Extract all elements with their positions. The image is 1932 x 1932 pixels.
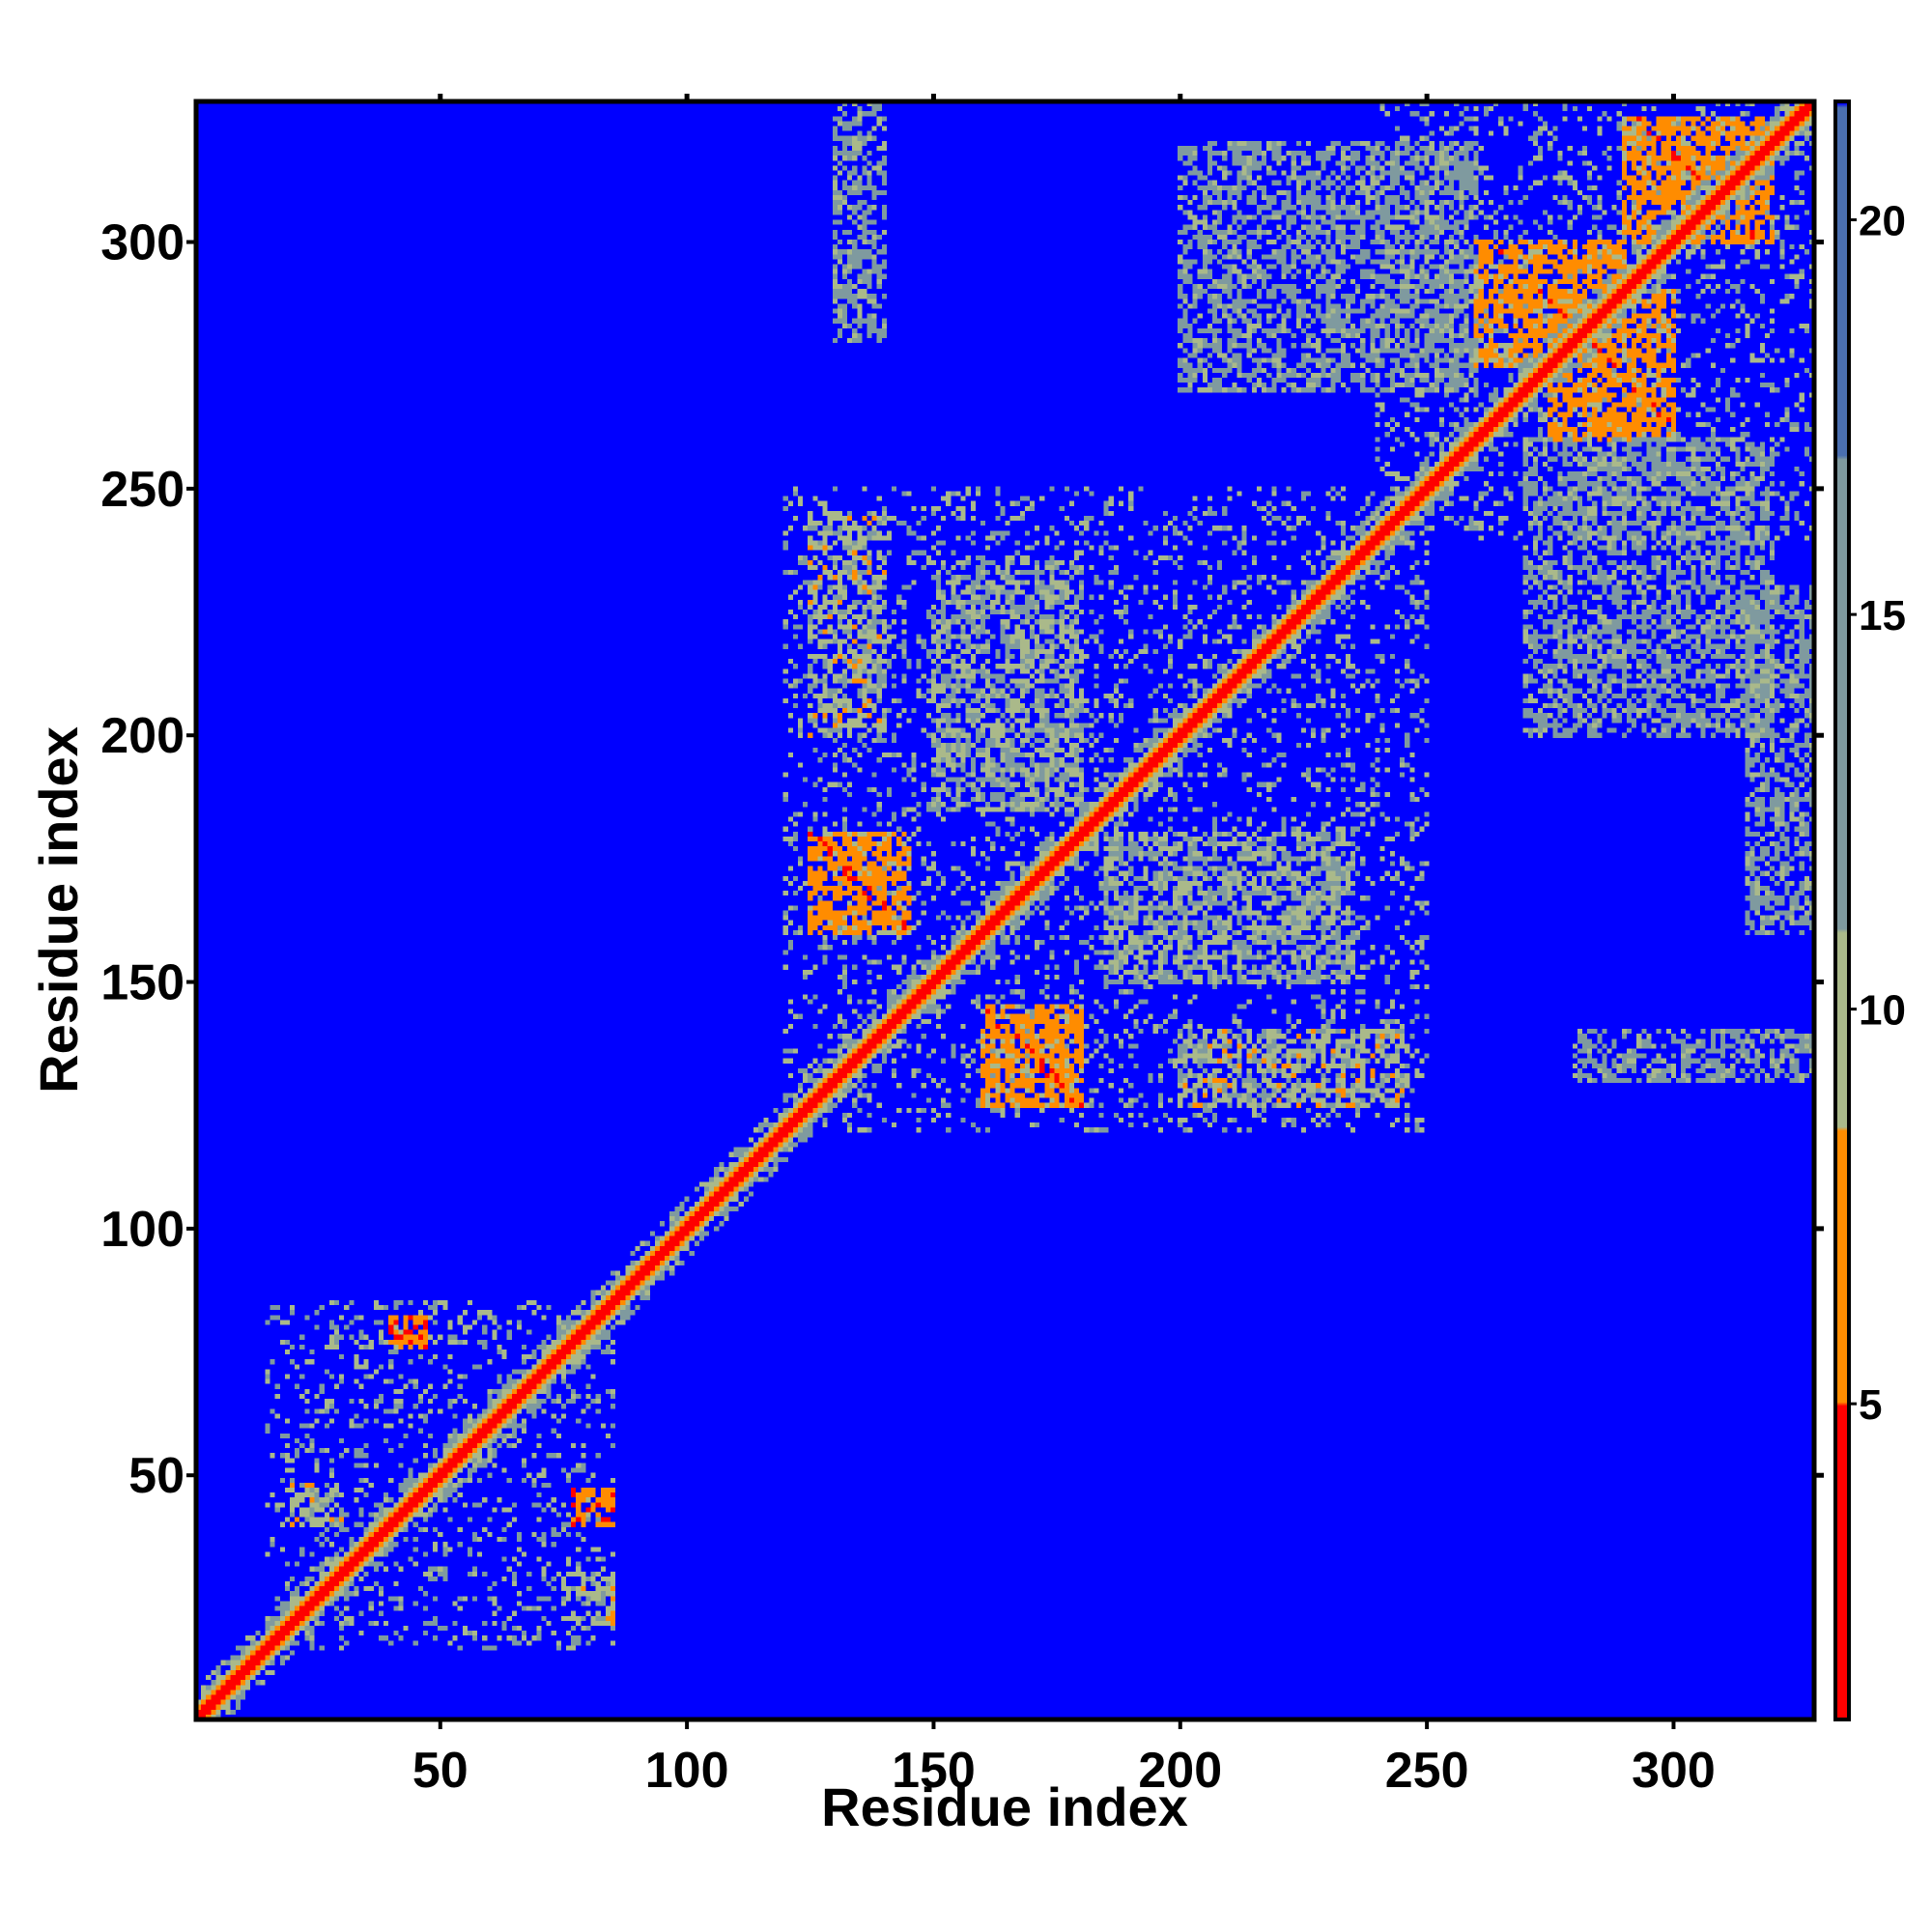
colorbar-tick-label: 20 <box>1859 198 1906 245</box>
colorbar-tick-label: 5 <box>1859 1381 1882 1429</box>
x-tick-label: 50 <box>412 1743 469 1799</box>
colorbar-tick-label: 15 <box>1859 592 1906 639</box>
x-tick-label: 300 <box>1632 1743 1716 1799</box>
colorbar-ticks: 5 10 15 20 <box>1849 198 1906 1429</box>
plot-frame <box>193 99 1817 1722</box>
colorbar-frame <box>1833 99 1851 1721</box>
y-tick-label: 100 <box>100 1202 185 1258</box>
x-tick-label: 150 <box>892 1743 976 1799</box>
y-tick-label: 250 <box>100 462 185 518</box>
y-tick-label: 50 <box>128 1448 185 1504</box>
right-axis-ticks <box>1814 240 1824 1478</box>
x-tick-label: 250 <box>1385 1743 1469 1799</box>
heatmap-cells <box>196 101 1814 1719</box>
x-axis-title: Residue index <box>821 1776 1188 1837</box>
x-axis-ticks: 50 100 150 200 250 300 <box>412 1719 1716 1799</box>
y-axis-title: Residue index <box>28 726 89 1094</box>
y-tick-label: 150 <box>100 955 185 1011</box>
x-tick-label: 100 <box>645 1743 729 1799</box>
top-axis-ticks <box>438 94 1676 101</box>
y-axis-ticks: 50 100 150 200 250 300 <box>100 215 196 1504</box>
y-tick-label: 200 <box>100 708 185 764</box>
colorbar-gradient <box>1835 101 1849 1719</box>
y-tick-label: 300 <box>100 215 185 271</box>
colorbar-tick-label: 10 <box>1859 987 1906 1035</box>
x-tick-label: 200 <box>1138 1743 1222 1799</box>
